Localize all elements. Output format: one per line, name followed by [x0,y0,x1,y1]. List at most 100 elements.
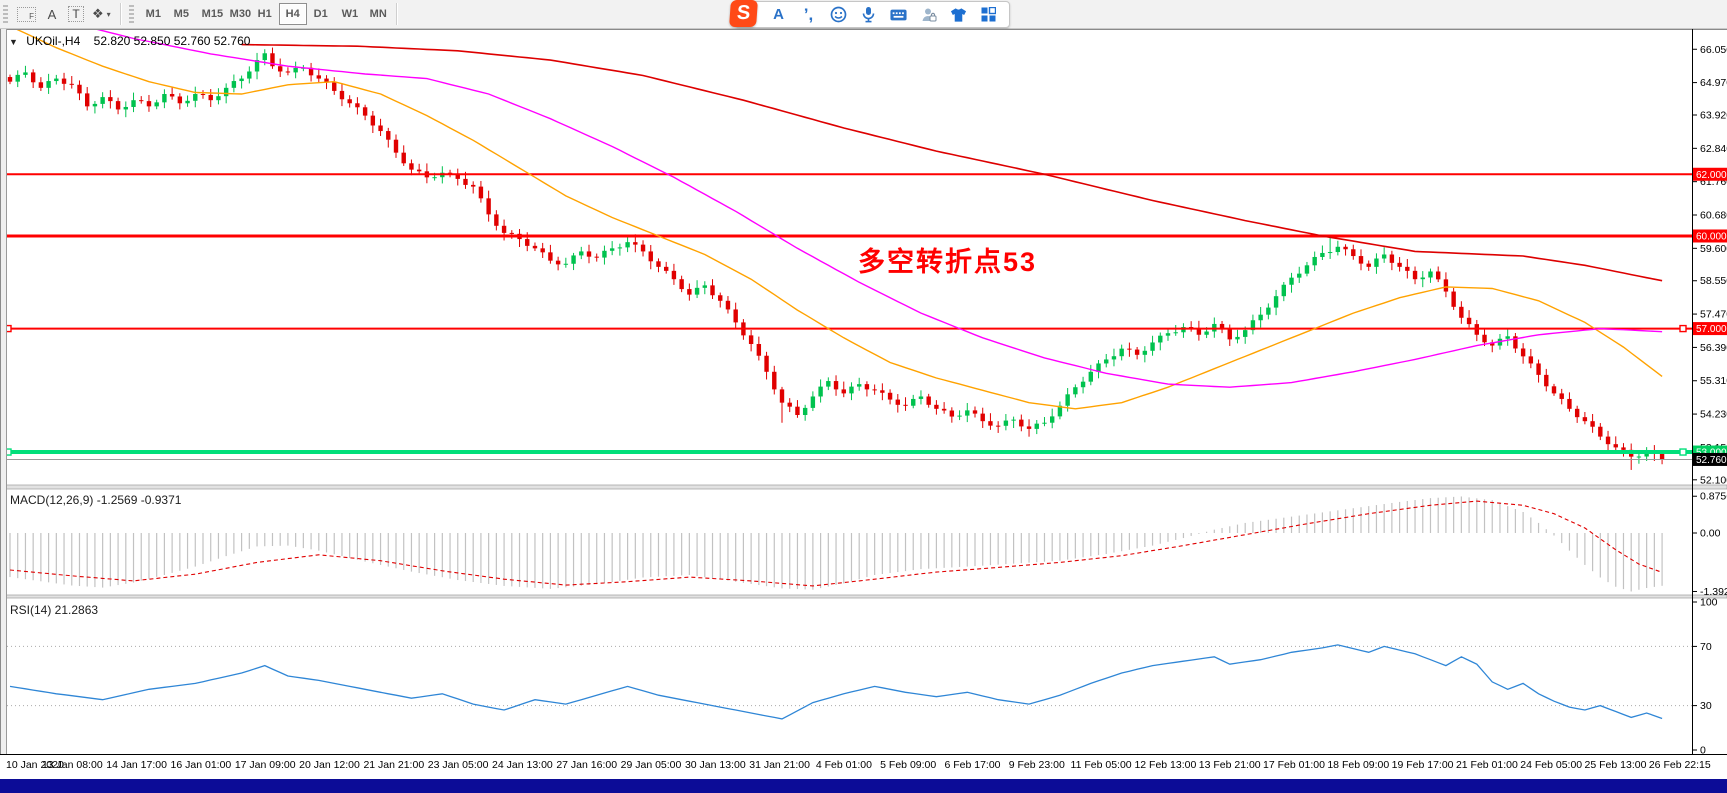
svg-text:57.000: 57.000 [1696,324,1727,335]
sogou-logo-icon[interactable]: S [729,0,758,27]
chart-window: 66.05064.97063.92062.84061.76060.68059.6… [0,29,1727,778]
ime-account-icon[interactable] [920,6,937,23]
svg-text:21 Jan 21:00: 21 Jan 21:00 [363,759,424,771]
svg-text:64.970: 64.970 [1700,77,1727,89]
taskbar-strip [0,779,1727,793]
text-box-button[interactable]: T [64,2,88,26]
svg-text:26 Feb 22:15: 26 Feb 22:15 [1649,759,1711,771]
timeframe-button-m15[interactable]: M15 [195,3,223,25]
svg-text:18 Feb 09:00: 18 Feb 09:00 [1327,759,1389,771]
svg-text:60.000: 60.000 [1696,231,1727,242]
chart-ohlc-values: 52.820 52.850 52.760 52.760 [93,34,251,48]
crayon-icon: ❖ [92,6,104,21]
rsi-indicator-label: RSI(14) 21.2863 [10,603,99,617]
toolbar-drag-handle[interactable] [3,5,8,23]
timeframe-button-m5[interactable]: M5 [167,3,195,25]
top-toolbar: F A T ❖ ▾ M1 M5 M15 M30 H1 H4 D1 W1 MN S A ’, [0,0,1727,29]
svg-text:14 Jan 17:00: 14 Jan 17:00 [106,759,167,771]
indicator-grid-f-button[interactable]: F [13,2,40,26]
svg-text:27 Jan 16:00: 27 Jan 16:00 [556,759,617,771]
svg-text:11 Feb 05:00: 11 Feb 05:00 [1071,759,1132,771]
dotted-grid-f-icon: F [17,6,36,22]
toolbar-separator [395,3,397,25]
ime-emoji-icon[interactable] [830,6,847,23]
svg-text:10 Jan 2020: 10 Jan 2020 [6,759,64,771]
svg-text:24 Jan 13:00: 24 Jan 13:00 [492,759,553,771]
svg-text:60.680: 60.680 [1700,210,1727,222]
ime-toolbox-icon[interactable] [980,6,997,23]
timeframe-button-h1[interactable]: H1 [251,3,279,25]
timeframe-button-d1[interactable]: D1 [307,3,335,25]
chevron-down-icon: ▾ [106,9,111,19]
pane-splitter[interactable] [0,484,1727,490]
letter-t-icon: T [68,6,84,22]
quick-trade-caret-icon[interactable]: ▼ [9,37,18,47]
svg-text:23 Jan 05:00: 23 Jan 05:00 [428,759,489,771]
svg-text:31 Jan 21:00: 31 Jan 21:00 [749,759,810,771]
ime-skin-icon[interactable] [950,6,967,23]
ime-punctuation-icon[interactable]: ’, [803,4,814,24]
ime-microphone-icon[interactable] [860,6,877,23]
ime-keyboard-icon[interactable] [890,6,907,23]
pane-splitter[interactable] [0,594,1727,599]
svg-text:6 Feb 17:00: 6 Feb 17:00 [944,759,1000,771]
svg-text:54.230: 54.230 [1700,409,1727,421]
toolbar-drag-handle[interactable] [128,5,134,23]
svg-text:5 Feb 09:00: 5 Feb 09:00 [880,759,936,771]
svg-text:58.550: 58.550 [1700,275,1727,287]
svg-text:52.760: 52.760 [1696,455,1727,466]
horizontal-level-lines[interactable] [0,173,1692,460]
svg-text:0: 0 [1700,745,1706,757]
timeframe-button-m30[interactable]: M30 [223,3,251,25]
ma-mid-magenta-line [92,29,1663,388]
styles-crayon-button[interactable]: ❖ ▾ [88,2,115,26]
price-scale-column [1693,29,1727,754]
svg-text:17 Feb 01:00: 17 Feb 01:00 [1263,759,1325,771]
macd-histogram [9,496,1663,592]
svg-text:52.100: 52.100 [1700,474,1727,486]
svg-text:30: 30 [1700,700,1712,712]
svg-text:-1.3923: -1.3923 [1700,586,1727,598]
ma-fast-orange-line [14,29,1663,410]
svg-text:62.840: 62.840 [1700,143,1727,155]
svg-text:55.310: 55.310 [1700,375,1727,387]
window-left-edge [0,29,7,754]
macd-scale-labels: 0.8756 0.00 -1.3923 [1693,491,1727,598]
svg-text:30 Jan 13:00: 30 Jan 13:00 [685,759,746,771]
timeframe-button-mn[interactable]: MN [363,3,391,25]
timeframe-button-h4[interactable]: H4 [278,3,307,25]
svg-text:100: 100 [1700,597,1718,609]
ime-letter-a-icon[interactable]: A [773,6,784,23]
timeframe-button-m1[interactable]: M1 [139,3,167,25]
rsi-pane[interactable] [7,644,1692,720]
svg-text:16 Jan 01:00: 16 Jan 01:00 [171,759,232,771]
svg-text:66.050: 66.050 [1700,44,1727,56]
chart-title: ▼ UKOil-,H4 52.820 52.850 52.760 52.760 [9,34,250,48]
svg-text:70: 70 [1700,641,1712,653]
macd-signal-line [9,500,1663,587]
svg-text:9 Feb 23:00: 9 Feb 23:00 [1009,759,1065,771]
sogou-ime-bar: S A ’, [729,0,1010,28]
svg-text:20 Jan 12:00: 20 Jan 12:00 [299,759,360,771]
main-price-pane[interactable] [0,29,1692,470]
svg-text:17 Jan 09:00: 17 Jan 09:00 [235,759,296,771]
chart-symbol-period: UKOil-,H4 [26,34,81,48]
svg-text:24 Feb 05:00: 24 Feb 05:00 [1520,759,1582,771]
svg-text:56.390: 56.390 [1700,342,1727,354]
timeframe-button-w1[interactable]: W1 [335,3,363,25]
macd-pane[interactable] [9,496,1663,592]
text-label-button[interactable]: A [40,2,64,26]
chart-annotation-text: 多空转折点53 [858,247,1038,277]
chart-canvas[interactable]: 66.05064.97063.92062.84061.76060.68059.6… [0,29,1727,778]
svg-text:25 Feb 13:00: 25 Feb 13:00 [1585,759,1647,771]
timeframe-group: M1 M5 M15 M30 H1 H4 D1 W1 MN [139,3,391,25]
svg-text:0.00: 0.00 [1700,528,1721,540]
candlestick-series [7,47,1665,470]
svg-text:13 Jan 08:00: 13 Jan 08:00 [42,759,103,771]
svg-text:19 Feb 17:00: 19 Feb 17:00 [1392,759,1454,771]
svg-text:57.470: 57.470 [1700,309,1727,321]
macd-indicator-label: MACD(12,26,9) -1.2569 -0.9371 [10,493,182,507]
svg-text:21 Feb 01:00: 21 Feb 01:00 [1456,759,1518,771]
